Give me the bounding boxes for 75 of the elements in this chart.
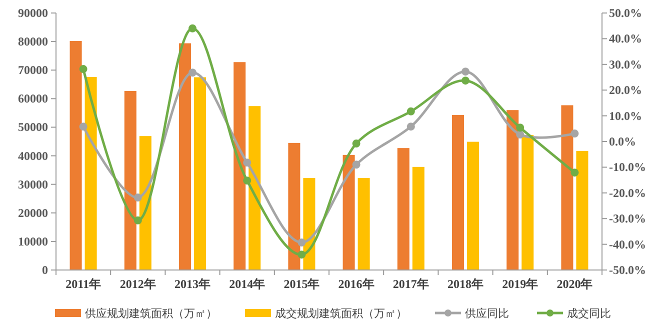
bar bbox=[178, 43, 191, 270]
y2-tick-label: 10.0% bbox=[609, 108, 642, 123]
bar bbox=[452, 114, 464, 270]
bar bbox=[248, 106, 261, 270]
y2-tick-label: 0.0% bbox=[609, 134, 636, 148]
bar bbox=[234, 62, 246, 270]
point bbox=[352, 160, 360, 169]
bar bbox=[84, 76, 97, 270]
y2-tick-label: 30.0% bbox=[609, 57, 642, 72]
bar bbox=[288, 142, 300, 270]
y2-tick-label: 20.0% bbox=[609, 83, 642, 98]
y2-tick-label: -40.0% bbox=[609, 237, 646, 252]
x-tick-label: 2012年 bbox=[120, 277, 156, 291]
point bbox=[243, 176, 252, 185]
point bbox=[79, 65, 88, 74]
bar bbox=[70, 40, 82, 270]
bar bbox=[194, 77, 206, 270]
point bbox=[352, 140, 360, 148]
point bbox=[406, 107, 415, 116]
bar bbox=[412, 166, 424, 270]
x-tick-label: 2018年 bbox=[448, 277, 484, 291]
y2-tick-label: 50.0% bbox=[609, 6, 642, 20]
x-tick-label: 2015年 bbox=[284, 277, 320, 291]
point bbox=[188, 24, 196, 32]
y-tick-label: 90000 bbox=[18, 6, 48, 20]
x-tick-label: 2016年 bbox=[338, 277, 374, 291]
legend-label: 供应规划建筑面积（万㎡） bbox=[85, 307, 217, 320]
point bbox=[570, 130, 579, 138]
y-tick-label: 60000 bbox=[18, 92, 48, 106]
point bbox=[462, 68, 470, 76]
bar bbox=[139, 136, 152, 270]
y2-tick-label: -50.0% bbox=[609, 263, 646, 277]
bar bbox=[342, 154, 355, 270]
y2-tick-label: -10.0% bbox=[609, 160, 646, 174]
y-tick-label: 80000 bbox=[18, 34, 48, 49]
y2-tick-label: -20.0% bbox=[609, 186, 646, 200]
bar bbox=[397, 148, 410, 270]
y-tick-label: 50000 bbox=[18, 120, 48, 134]
point bbox=[298, 238, 306, 246]
x-tick-label: 2013年 bbox=[174, 277, 210, 291]
y2-tick-label: 40.0% bbox=[609, 32, 642, 46]
bar bbox=[303, 178, 316, 270]
point bbox=[298, 250, 306, 259]
point bbox=[243, 158, 252, 167]
point bbox=[570, 168, 579, 177]
x-tick-label: 2019年 bbox=[502, 277, 538, 291]
x-tick-label: 2011年 bbox=[66, 277, 101, 291]
point bbox=[134, 194, 142, 202]
y-tick-label: 20000 bbox=[18, 206, 48, 220]
x-tick-label: 2020年 bbox=[556, 277, 593, 291]
legend-label: 供应同比 bbox=[465, 307, 509, 320]
y-tick-label: 40000 bbox=[18, 148, 48, 163]
point bbox=[516, 124, 524, 132]
point bbox=[79, 122, 88, 131]
point bbox=[188, 68, 196, 77]
bar bbox=[506, 110, 519, 270]
bar bbox=[467, 142, 480, 270]
point bbox=[134, 216, 142, 224]
bar bbox=[576, 150, 588, 270]
bar bbox=[522, 134, 534, 270]
bar bbox=[561, 105, 574, 270]
point bbox=[516, 130, 524, 139]
point bbox=[406, 122, 415, 131]
bar bbox=[358, 178, 370, 270]
bar bbox=[124, 90, 136, 270]
y-tick-label: 0 bbox=[42, 263, 48, 277]
legend-label: 成交规划建筑面积（万㎡） bbox=[275, 307, 407, 320]
x-tick-label: 2017年 bbox=[392, 277, 429, 291]
x-tick-label: 2014年 bbox=[229, 277, 266, 291]
legend-label: 成交同比 bbox=[567, 307, 611, 320]
point bbox=[462, 76, 470, 85]
y-tick-label: 10000 bbox=[18, 234, 48, 248]
y-tick-label: 30000 bbox=[18, 177, 48, 192]
y-tick-label: 70000 bbox=[18, 63, 48, 78]
y2-tick-label: -30.0% bbox=[609, 212, 646, 226]
